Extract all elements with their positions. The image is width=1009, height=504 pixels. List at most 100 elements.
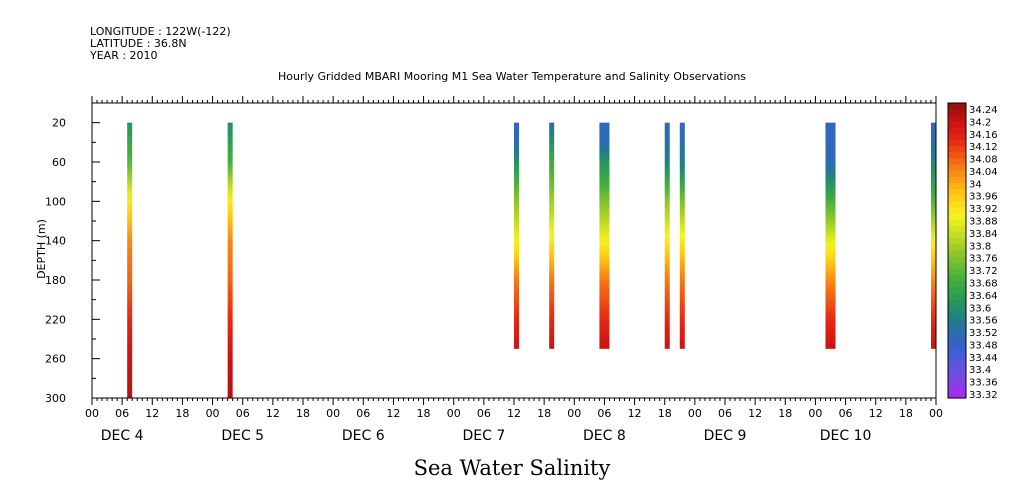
salinity-profile: [930, 122, 936, 349]
colorbar-label: 34: [969, 179, 982, 190]
x-tick-label: 18: [899, 407, 913, 420]
x-tick-label: 12: [869, 407, 883, 420]
colorbar-label: 33.36: [969, 378, 998, 389]
colorbar-label: 33.88: [969, 217, 998, 228]
y-tick-label: 140: [45, 235, 66, 248]
x-tick-label: 00: [206, 407, 220, 420]
colorbar-label: 33.8: [969, 241, 991, 252]
x-day-label: DEC 7: [462, 428, 505, 444]
colorbar-swatch: [948, 121, 966, 129]
salinity-profile: [127, 122, 133, 399]
colorbar-swatch: [948, 103, 966, 110]
colorbar-swatch: [948, 268, 966, 276]
salinity-profile: [599, 122, 610, 349]
colorbar-swatch: [948, 164, 966, 172]
y-tick-label: 60: [52, 156, 66, 169]
plot-area: [127, 122, 936, 399]
colorbar-swatch: [948, 158, 966, 166]
x-tick-label: 12: [145, 407, 159, 420]
x-axis-title: Sea Water Salinity: [414, 456, 611, 480]
colorbar-label: 34.2: [969, 117, 991, 128]
colorbar-swatch: [948, 232, 966, 239]
colorbar-swatch: [948, 250, 966, 258]
x-tick-label: 18: [778, 407, 792, 420]
colorbar-swatch: [948, 305, 966, 313]
x-tick-label: 12: [507, 407, 521, 420]
colorbar-label: 33.4: [969, 365, 991, 376]
colorbar-swatch: [948, 115, 966, 123]
colorbar-swatch: [948, 287, 966, 295]
colorbar-swatch: [948, 361, 966, 368]
x-tick-label: 18: [658, 407, 672, 420]
colorbar-swatch: [948, 182, 966, 190]
colorbar-label: 34.24: [969, 105, 998, 116]
x-tick-label: 06: [477, 407, 491, 420]
x-tick-label: 06: [597, 407, 611, 420]
x-tick-label: 18: [417, 407, 431, 420]
x-tick-label: 06: [115, 407, 129, 420]
x-tick-label: 18: [537, 407, 551, 420]
colorbar-swatch: [948, 256, 966, 264]
axes: 20 60 100 140 180 220 260 300 00 06 12 18 00 06 12 18 00…: [45, 96, 943, 444]
colorbar-swatch: [948, 133, 966, 141]
colorbar-label: 33.72: [969, 266, 998, 277]
colorbar-label: 33.52: [969, 328, 998, 339]
colorbar-swatch: [948, 281, 966, 288]
x-tick-label: 06: [839, 407, 853, 420]
colorbar-swatch: [948, 336, 966, 344]
colorbar-label: 33.84: [969, 229, 998, 240]
colorbar-swatch: [948, 367, 966, 375]
colorbar-swatch: [948, 225, 966, 233]
colorbar-swatch: [948, 139, 966, 147]
colorbar-frame: [947, 102, 967, 399]
colorbar-label: 34.12: [969, 142, 998, 153]
colorbar-swatch: [948, 195, 966, 202]
colorbar-label: 33.68: [969, 278, 998, 289]
salinity-profile: [664, 122, 670, 349]
longitude-label: LONGITUDE : 122W(-122): [90, 25, 231, 38]
colorbar-label: 34.08: [969, 155, 998, 166]
colorbar-label: 33.96: [969, 192, 998, 203]
x-tick-label: 00: [567, 407, 581, 420]
colorbar-label: 34.04: [969, 167, 998, 178]
colorbar-swatch: [948, 342, 966, 350]
colorbar-swatch: [948, 299, 966, 307]
colorbar-swatch: [948, 201, 966, 209]
y-tick-label: 20: [52, 117, 66, 130]
x-tick-label: 12: [628, 407, 642, 420]
x-day-label: DEC 10: [820, 428, 872, 444]
colorbar-swatch: [948, 262, 966, 270]
colorbar-swatch: [948, 275, 966, 282]
colorbar-label: 33.48: [969, 340, 998, 351]
colorbar-swatch: [948, 109, 966, 116]
x-day-label: DEC 6: [342, 428, 385, 444]
colorbar-swatch: [948, 219, 966, 227]
colorbar-swatch: [948, 152, 966, 159]
colorbar-swatch: [948, 354, 966, 362]
y-tick-label: 100: [45, 195, 66, 208]
colorbar-swatch: [948, 207, 966, 215]
colorbar-swatch: [948, 244, 966, 252]
salinity-profile: [679, 122, 685, 349]
colorbar-swatch: [948, 189, 966, 196]
x-day-label: DEC 4: [101, 428, 144, 444]
x-tick-label: 00: [326, 407, 340, 420]
x-tick-label: 06: [718, 407, 732, 420]
colorbar-swatch: [948, 324, 966, 331]
y-tick-label: 180: [45, 274, 66, 287]
colorbar-swatch: [948, 391, 966, 399]
y-tick-label: 300: [45, 392, 66, 405]
colorbar-label: 33.76: [969, 254, 998, 265]
colorbar-label: 33.56: [969, 316, 998, 327]
colorbar-swatch: [948, 146, 966, 153]
x-tick-label: 00: [85, 407, 99, 420]
x-tick-label: 06: [236, 407, 250, 420]
colorbar-label: 33.92: [969, 204, 998, 215]
x-tick-label: 06: [356, 407, 370, 420]
colorbar-swatch: [948, 213, 966, 221]
colorbar-swatch: [948, 176, 966, 184]
y-tick-label: 220: [45, 313, 66, 326]
x-tick-label: 00: [688, 407, 702, 420]
